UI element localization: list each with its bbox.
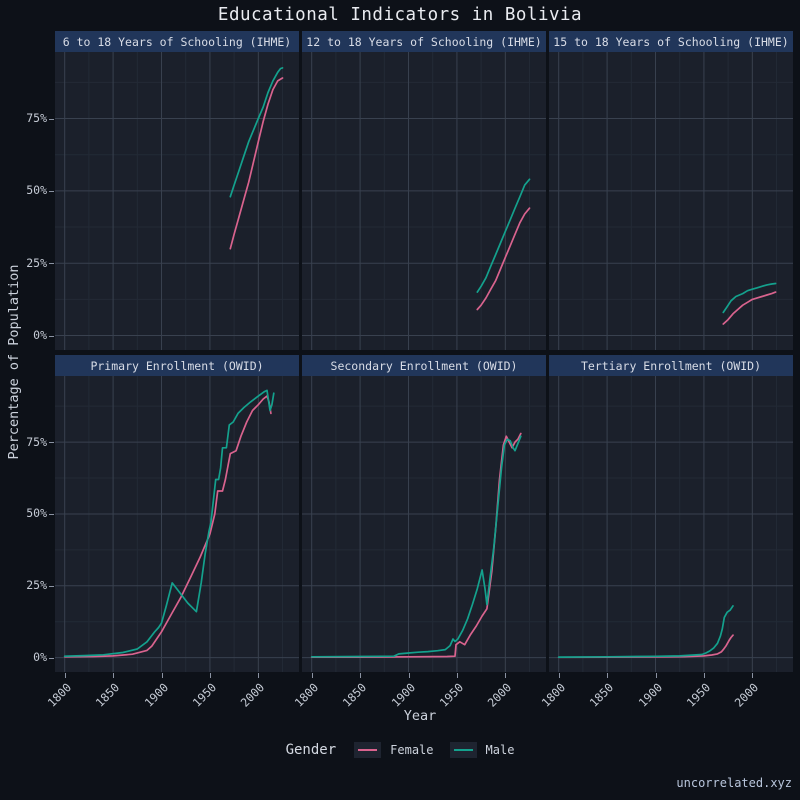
x-tick-mark: [505, 673, 507, 678]
facet-panel: [549, 52, 793, 350]
x-tick-mark: [752, 673, 754, 678]
series-line-female: [722, 291, 777, 325]
legend-key-swatch: [449, 742, 477, 758]
legend-entry: Male: [449, 742, 515, 758]
y-tick-mark: [49, 263, 54, 265]
facet-header: Secondary Enrollment (OWID): [302, 355, 546, 376]
series-line-male: [229, 67, 284, 198]
y-tick-mark: [49, 190, 54, 192]
x-tick-mark: [209, 673, 211, 678]
facet-panel: [55, 376, 299, 672]
facet-panel: [55, 52, 299, 350]
y-tick-label: 25%: [26, 578, 47, 593]
facet-plot-svg: [55, 52, 299, 350]
x-axis-title: Year: [403, 708, 437, 724]
legend-title: Gender: [285, 742, 337, 758]
y-axis-title: Percentage of Population: [6, 264, 22, 460]
series-line-male: [557, 605, 734, 658]
x-tick-mark: [703, 673, 705, 678]
facet-header: 12 to 18 Years of Schooling (IHME): [302, 31, 546, 52]
facet-header: 15 to 18 Years of Schooling (IHME): [549, 31, 793, 52]
y-tick-label: 50%: [26, 183, 47, 198]
facet-plot-svg: [55, 376, 299, 672]
facet-title: 6 to 18 Years of Schooling (IHME): [62, 34, 292, 49]
x-tick-mark: [113, 673, 115, 678]
y-tick-mark: [49, 335, 54, 337]
watermark: uncorrelated.xyz: [676, 776, 792, 790]
facet-plot-svg: [549, 52, 793, 350]
y-tick-mark: [49, 118, 54, 120]
x-tick-mark: [456, 673, 458, 678]
series-line-female: [476, 207, 531, 311]
y-tick-mark: [49, 442, 54, 444]
chart-title: Educational Indicators in Bolivia: [217, 5, 583, 25]
x-tick-mark: [64, 673, 66, 678]
y-tick-label: 75%: [26, 111, 47, 125]
facet-header: Tertiary Enrollment (OWID): [549, 355, 793, 376]
legend-entry-label: Male: [485, 743, 515, 757]
y-tick-label: 50%: [26, 506, 47, 521]
series-line-female: [229, 77, 284, 250]
y-tick-label: 0%: [33, 650, 47, 665]
facet-panel: [549, 376, 793, 672]
x-tick-mark: [311, 673, 313, 678]
y-tick-mark: [49, 513, 54, 515]
x-tick-mark: [258, 673, 260, 678]
x-tick-mark: [408, 673, 410, 678]
series-line-male: [63, 389, 275, 658]
facet-plot-svg: [302, 52, 546, 350]
y-tick-label: 25%: [26, 255, 47, 270]
legend-entries: Female Male: [354, 742, 514, 758]
series-line-male: [310, 435, 522, 658]
legend: Gender Female Male: [0, 742, 800, 758]
facet-title: Primary Enrollment (OWID): [90, 358, 264, 373]
x-tick-mark: [161, 673, 163, 678]
x-tick-mark: [360, 673, 362, 678]
y-tick-mark: [49, 657, 54, 659]
y-tick-mark: [49, 585, 54, 587]
x-tick-mark: [607, 673, 609, 678]
x-tick-mark: [558, 673, 560, 678]
series-line-female: [310, 432, 522, 658]
series-line-male: [476, 178, 531, 293]
facet-plot-svg: [549, 376, 793, 672]
facet-panel: [302, 52, 546, 350]
facet-title: 15 to 18 Years of Schooling (IHME): [553, 34, 789, 49]
y-tick-label: 0%: [33, 328, 47, 342]
legend-entry-label: Female: [390, 743, 434, 757]
facet-title: 12 to 18 Years of Schooling (IHME): [306, 34, 542, 49]
facet-grid: 6 to 18 Years of Schooling (IHME) 0% 25% 50…: [26, 31, 793, 731]
facet-title: Secondary Enrollment (OWID): [330, 358, 518, 373]
legend-key-swatch: [354, 742, 382, 758]
facet-plot-svg: [302, 376, 546, 672]
legend-line-icon: [453, 749, 473, 751]
legend-entry: Female: [354, 742, 434, 758]
facet-header: Primary Enrollment (OWID): [55, 355, 299, 376]
facet-panel: [302, 376, 546, 672]
legend-line-icon: [358, 749, 378, 751]
series-line-female: [557, 634, 734, 659]
facet-header: 6 to 18 Years of Schooling (IHME): [55, 31, 299, 52]
series-line-male: [722, 282, 777, 314]
facet-title: Tertiary Enrollment (OWID): [580, 358, 761, 373]
y-tick-label: 75%: [26, 434, 47, 449]
series-line-female: [63, 395, 272, 658]
x-tick-mark: [655, 673, 657, 678]
